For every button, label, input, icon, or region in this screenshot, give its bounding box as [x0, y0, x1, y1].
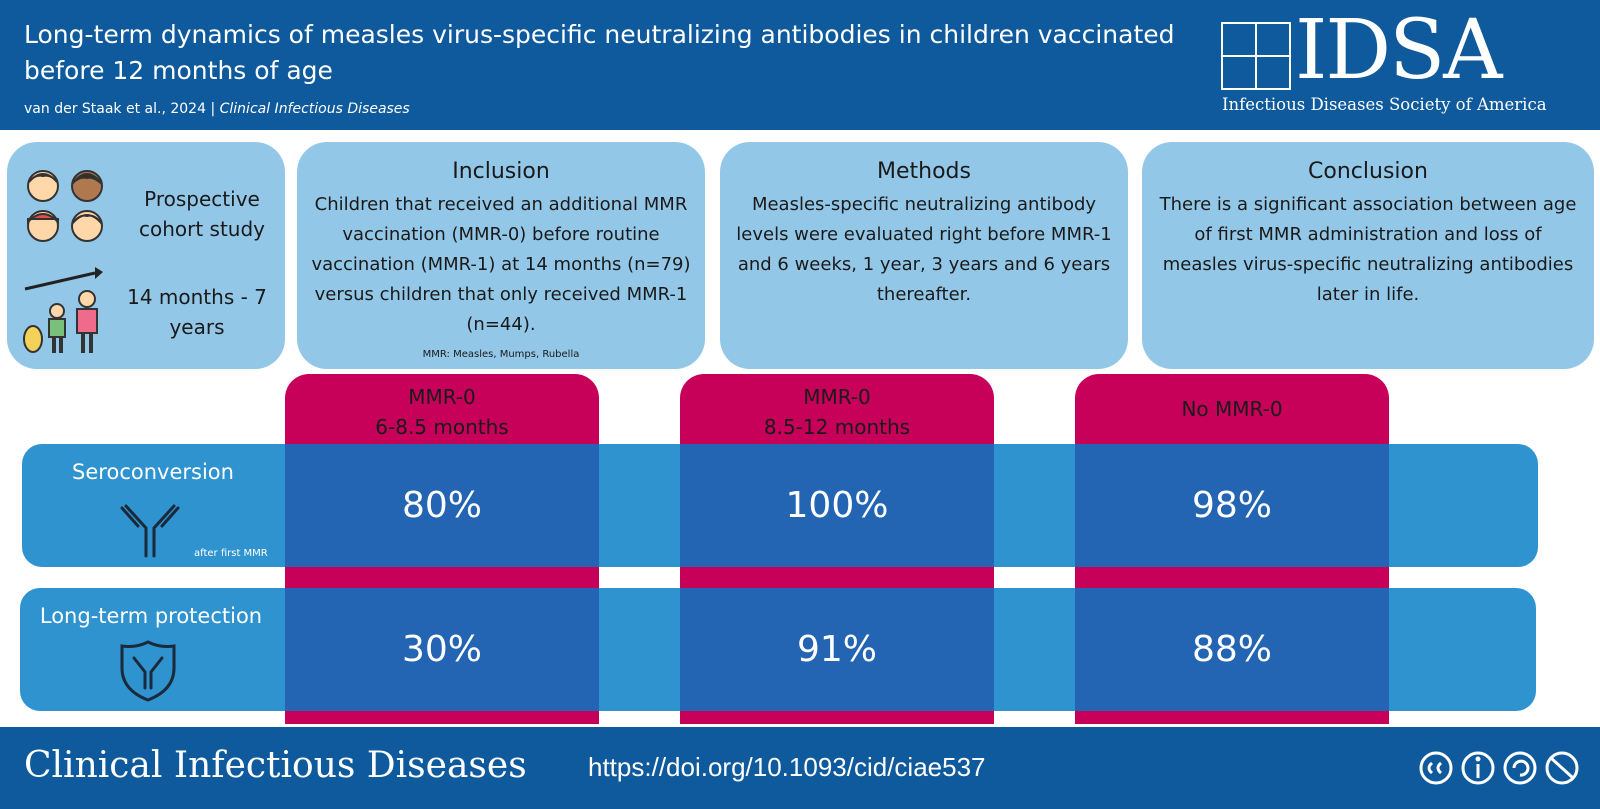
logo-icon-grid [1221, 22, 1291, 90]
idsa-logo: IDSA Infectious Diseases Society of Amer… [1221, 6, 1581, 120]
conclusion-text: There is a significant association betwe… [1159, 194, 1577, 305]
study-design-box: Prospective cohort study 14 months - 7 y… [7, 142, 285, 369]
conclusion-box: Conclusion There is a significant associ… [1142, 142, 1594, 369]
value-cell: 30% [285, 588, 599, 711]
group-name: MMR-0 [408, 385, 476, 409]
children-faces-icon [27, 170, 103, 242]
mmr-footnote: MMR: Measles, Mumps, Rubella [422, 349, 580, 360]
logo-tile [1257, 24, 1289, 55]
group-age: 8.5-12 months [763, 415, 911, 439]
cc-icon [1419, 751, 1453, 785]
logo-tile [1223, 24, 1255, 55]
row-label: Long-term protection [39, 604, 263, 628]
group-header: No MMR-0 [1075, 394, 1389, 424]
family-growth-icon [23, 267, 103, 353]
logo-tile [1257, 57, 1289, 88]
page-title: Long-term dynamics of measles virus-spec… [24, 20, 1175, 85]
value-cell: 80% [285, 444, 599, 567]
row-label: Seroconversion [72, 460, 234, 484]
citation-separator: | [210, 101, 216, 117]
methods-heading: Methods [877, 159, 971, 184]
license-icons [1419, 751, 1579, 785]
antibody-icon [120, 504, 180, 558]
inclusion-text: Children that received an additional MMR… [311, 194, 691, 335]
footer-banner: Clinical Infectious Diseases https://doi… [0, 727, 1600, 809]
nc-icon [1545, 751, 1579, 785]
group-name: No MMR-0 [1181, 397, 1283, 421]
logo-subtitle: Infectious Diseases Society of America [1222, 95, 1547, 114]
by-icon [1461, 751, 1495, 785]
methods-text: Measles-specific neutralizing antibody l… [736, 194, 1112, 305]
value-cell: 98% [1075, 444, 1389, 567]
doi-link[interactable]: https://doi.org/10.1093/cid/ciae537 [588, 752, 986, 782]
row-note: after first MMR [194, 548, 268, 559]
conclusion-heading: Conclusion [1308, 159, 1428, 184]
header-banner: Long-term dynamics of measles virus-spec… [0, 0, 1600, 130]
group-header: MMR-0 8.5-12 months [680, 382, 994, 442]
authors: van der Staak et al., 2024 [24, 101, 206, 117]
study-duration-label: 14 months - 7 years [127, 285, 267, 339]
methods-box: Methods Measles-specific neutralizing an… [720, 142, 1128, 369]
group-header: MMR-0 6-8.5 months [285, 382, 599, 442]
value-cell: 91% [680, 588, 994, 711]
group-name: MMR-0 [803, 385, 871, 409]
logo-wordmark: IDSA [1295, 3, 1503, 98]
value-cell: 100% [680, 444, 994, 567]
footer-journal-name: Clinical Infectious Diseases [24, 745, 527, 786]
sa-icon [1503, 751, 1537, 785]
citation: van der Staak et al., 2024 | Clinical In… [24, 101, 410, 117]
inclusion-box: Inclusion Children that received an addi… [297, 142, 705, 369]
citation-journal: Clinical Infectious Diseases [219, 101, 410, 117]
logo-tile [1223, 57, 1255, 88]
group-age: 6-8.5 months [375, 415, 509, 439]
value-cell: 88% [1075, 588, 1389, 711]
study-design-label: Prospective cohort study [138, 187, 266, 241]
inclusion-heading: Inclusion [452, 159, 550, 184]
shield-antibody-icon [120, 640, 176, 702]
